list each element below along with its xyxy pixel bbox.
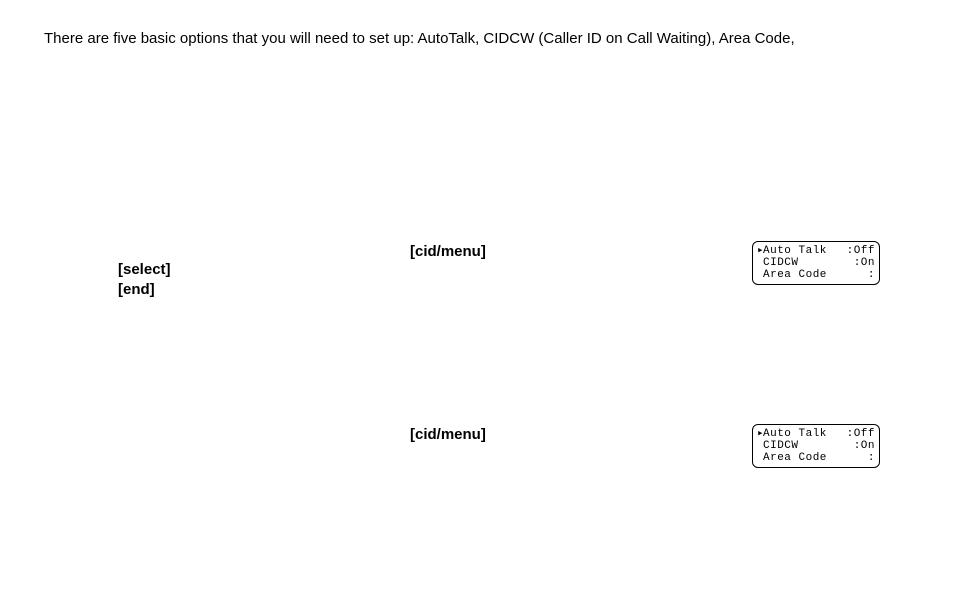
cidmenu-key-label-2: [cid/menu] [410, 426, 486, 443]
lcd-row2-left: CIDCW [763, 257, 799, 269]
select-key-label: [select] [118, 261, 171, 278]
lcd-screen-2: ▸Auto Talk :Off CIDCW :On Area Code : [752, 424, 880, 468]
lcd-row1-left: Auto Talk [763, 245, 827, 257]
cidmenu-key-label-1: [cid/menu] [410, 243, 486, 260]
lcd-row2-right: :On [854, 257, 875, 269]
end-key-label: [end] [118, 281, 155, 298]
lcd-row3-right: : [868, 269, 875, 281]
lcd-row1-left: Auto Talk [763, 428, 827, 440]
lcd-row2-right: :On [854, 440, 875, 452]
lcd-screen-1: ▸Auto Talk :Off CIDCW :On Area Code : [752, 241, 880, 285]
lcd-row1-right: :Off [847, 428, 875, 440]
lcd-row3-right: : [868, 452, 875, 464]
intro-text: There are five basic options that you wi… [44, 28, 795, 49]
lcd-row3-left: Area Code [763, 269, 827, 281]
lcd-row3-left: Area Code [763, 452, 827, 464]
lcd-row2-left: CIDCW [763, 440, 799, 452]
lcd-row1-right: :Off [847, 245, 875, 257]
